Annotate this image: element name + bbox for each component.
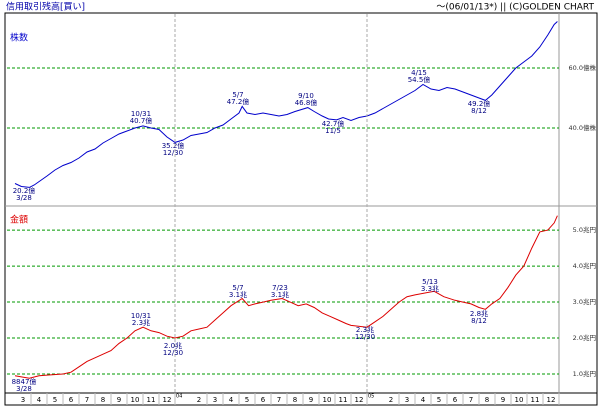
x-tick-label: 11 bbox=[147, 396, 156, 404]
annotation: 8/12 bbox=[471, 107, 487, 115]
x-tick-label: 8 bbox=[293, 396, 297, 404]
annotation: 3.1兆 bbox=[271, 290, 289, 299]
chart-note: ～(06/01/13*) || (C)GOLDEN CHART bbox=[436, 3, 594, 13]
annotation: 12/30 bbox=[163, 149, 183, 157]
x-tick-label: 5 bbox=[437, 396, 441, 404]
y-tick-label: 2.0兆円 bbox=[573, 333, 596, 342]
y-tick-label: 4.0兆円 bbox=[573, 261, 596, 270]
y-tick-label: 3.0兆円 bbox=[573, 297, 596, 306]
x-tick-label: 7 bbox=[277, 396, 281, 404]
y-tick-label: 40.0億株 bbox=[569, 123, 597, 132]
x-tick-label: 6 bbox=[453, 396, 458, 404]
x-tick-label: 5 bbox=[245, 396, 249, 404]
annotation: 4/15 bbox=[411, 69, 427, 77]
annotation: 11/5 bbox=[325, 127, 341, 135]
annotation: 40.7億 bbox=[130, 116, 153, 125]
frame bbox=[4, 12, 598, 406]
x-tick-label: 9 bbox=[117, 396, 121, 404]
x-tick-label: 12 bbox=[547, 396, 556, 404]
x-tick-label: 9 bbox=[309, 396, 313, 404]
x-tick-label: 8 bbox=[101, 396, 105, 404]
annotation: 3.3兆 bbox=[421, 284, 439, 293]
x-tick-label: 12 bbox=[355, 396, 364, 404]
annotation: 10/31 bbox=[131, 110, 151, 118]
x-tick-label: 10 bbox=[131, 396, 140, 404]
x-tick-label: 3 bbox=[405, 396, 409, 404]
chart-title: 信用取引残高[買い] bbox=[6, 1, 85, 13]
data-line bbox=[14, 215, 558, 379]
annotation: 2.3兆 bbox=[356, 325, 374, 334]
x-tick-label: 2 bbox=[389, 396, 393, 404]
annotation: 2.0兆 bbox=[164, 341, 182, 350]
x-tick-label: 5 bbox=[53, 396, 57, 404]
x-tick-label: 4 bbox=[421, 396, 426, 404]
annotation: 2.3兆 bbox=[132, 318, 150, 327]
x-tick-label: 11 bbox=[339, 396, 348, 404]
annotation: 3/28 bbox=[16, 385, 32, 393]
x-tick-label: 9 bbox=[501, 396, 505, 404]
x-tick-label: 7 bbox=[469, 396, 473, 404]
annotation: 12/30 bbox=[355, 333, 375, 341]
x-tick-label: 7 bbox=[85, 396, 89, 404]
annotation: 8847億 bbox=[12, 377, 37, 386]
year-tick-label: 04 bbox=[176, 394, 182, 400]
annotation: 9/10 bbox=[298, 92, 314, 100]
x-tick-label: 4 bbox=[37, 396, 42, 404]
x-tick-label: 4 bbox=[229, 396, 234, 404]
panel-label: 株数 bbox=[10, 32, 28, 44]
x-tick-label: 12 bbox=[163, 396, 172, 404]
annotation: 47.2億 bbox=[227, 97, 250, 106]
x-tick-label: 10 bbox=[515, 396, 524, 404]
annotation: 7/23 bbox=[272, 284, 288, 292]
annotation: 8/12 bbox=[471, 317, 487, 325]
data-line bbox=[14, 21, 558, 188]
panel-label: 金額 bbox=[10, 214, 28, 226]
annotation: 49.2億 bbox=[468, 99, 491, 108]
x-tick-label: 6 bbox=[261, 396, 266, 404]
annotation: 2.8兆 bbox=[470, 309, 488, 318]
y-tick-label: 5.0兆円 bbox=[573, 225, 596, 234]
annotation: 5/13 bbox=[422, 278, 438, 286]
x-tick-label: 2 bbox=[197, 396, 201, 404]
y-tick-label: 1.0兆円 bbox=[573, 369, 596, 378]
x-tick-label: 3 bbox=[21, 396, 25, 404]
year-tick-label: 05 bbox=[368, 394, 374, 400]
annotation: 46.8億 bbox=[295, 98, 318, 107]
x-tick-label: 3 bbox=[213, 396, 217, 404]
annotation: 12/30 bbox=[163, 349, 183, 357]
x-tick-label: 8 bbox=[485, 396, 489, 404]
x-tick-label: 11 bbox=[531, 396, 540, 404]
annotation: 5/7 bbox=[232, 91, 243, 99]
annotation: 10/31 bbox=[131, 312, 151, 320]
x-tick-label: 6 bbox=[69, 396, 74, 404]
annotation: 3.1兆 bbox=[229, 290, 247, 299]
annotation: 42.7億 bbox=[322, 119, 345, 128]
annotation: 3/28 bbox=[16, 194, 32, 202]
y-tick-label: 60.0億株 bbox=[569, 63, 597, 72]
annotation: 35.2億 bbox=[162, 141, 185, 150]
annotation: 20.2億 bbox=[13, 186, 36, 195]
annotation: 5/7 bbox=[232, 284, 243, 292]
x-tick-label: 10 bbox=[323, 396, 332, 404]
annotation: 54.5億 bbox=[408, 75, 431, 84]
